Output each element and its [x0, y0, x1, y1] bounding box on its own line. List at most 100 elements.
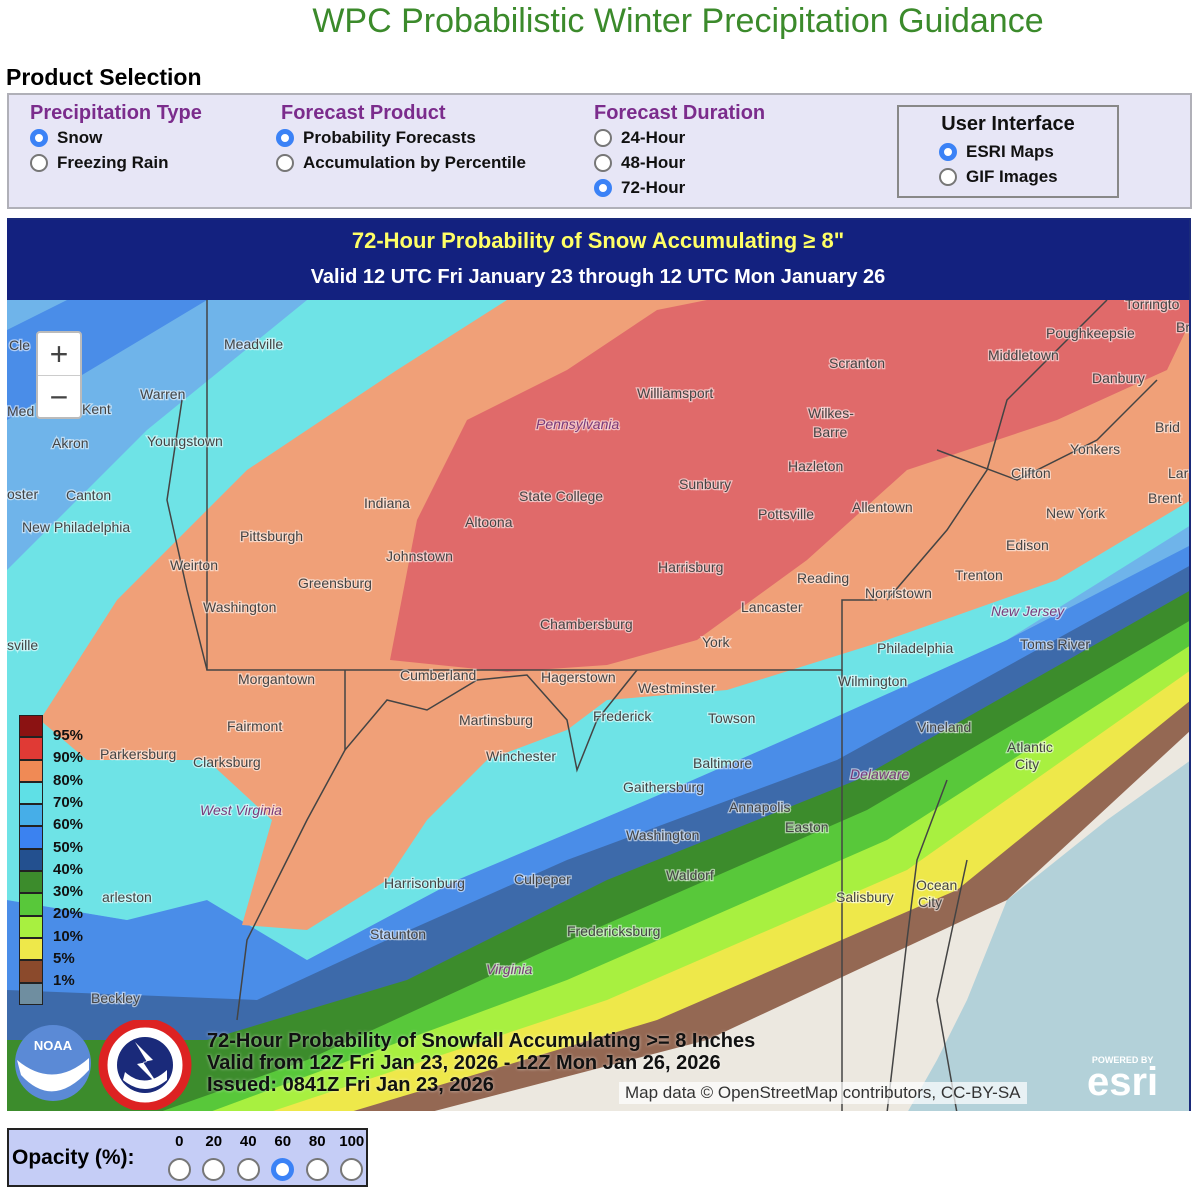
- opacity-label: Opacity (%):: [12, 1146, 135, 1169]
- option-label: Accumulation by Percentile: [303, 152, 526, 172]
- radio-button[interactable]: [202, 1158, 226, 1181]
- city-label: Yonkers: [1070, 441, 1120, 457]
- option-snow[interactable]: Snow: [30, 125, 202, 150]
- option-esri-maps[interactable]: ESRI Maps: [939, 139, 1117, 164]
- opacity-option-label: 60: [274, 1133, 292, 1150]
- city-label: City: [1015, 756, 1039, 772]
- city-label: Philadelphia: [877, 640, 953, 656]
- option-label: Probability Forecasts: [303, 127, 476, 147]
- agency-logos: NOAA: [15, 1020, 192, 1110]
- radio-button[interactable]: [271, 1158, 295, 1181]
- precipitation-type-group: Precipitation Type Snow Freezing Rain: [30, 102, 202, 175]
- radio-button[interactable]: [30, 153, 48, 172]
- legend-swatch: [19, 826, 43, 849]
- radio-button[interactable]: [594, 153, 612, 172]
- legend-label: 90%: [53, 749, 84, 767]
- radio-button[interactable]: [276, 153, 294, 172]
- opacity-option-20[interactable]: 20: [197, 1132, 232, 1181]
- city-label: Barre: [813, 424, 847, 440]
- option-72-hour[interactable]: 72-Hour: [594, 175, 765, 200]
- city-label: Toms River: [1020, 636, 1090, 652]
- city-label: Hagerstown: [541, 669, 616, 685]
- city-label: Br: [1176, 319, 1190, 335]
- option-label: Freezing Rain: [57, 152, 169, 172]
- forecast-product-group: Forecast Product Probability Forecasts A…: [276, 102, 526, 175]
- option-freezing-rain[interactable]: Freezing Rain: [30, 150, 202, 175]
- map-viewer[interactable]: 72-Hour Probability of Snow Accumulating…: [7, 218, 1191, 1111]
- option-24-hour[interactable]: 24-Hour: [594, 125, 765, 150]
- city-label: Washington: [203, 599, 276, 615]
- city-label: Wilkes-: [808, 405, 854, 421]
- radio-button[interactable]: [30, 128, 48, 147]
- city-label: Culpeper: [514, 871, 571, 887]
- option-48-hour[interactable]: 48-Hour: [594, 150, 765, 175]
- city-label: Weirton: [170, 557, 218, 573]
- radio-button[interactable]: [305, 1158, 329, 1181]
- opacity-option-label: 0: [175, 1133, 184, 1150]
- legend-swatch: [19, 715, 43, 738]
- city-label: Harrisburg: [658, 559, 723, 575]
- opacity-option-60[interactable]: 60: [266, 1132, 301, 1181]
- caption-line: Valid from 12Z Fri Jan 23, 2026 - 12Z Mo…: [207, 1052, 721, 1074]
- legend-label: 5%: [53, 950, 75, 967]
- opacity-option-0[interactable]: 0: [162, 1132, 197, 1181]
- legend-label: 60%: [53, 816, 84, 834]
- city-label: New Philadelphia: [22, 519, 130, 535]
- city-label: Clifton: [1011, 465, 1051, 481]
- city-label: Trenton: [955, 567, 1003, 583]
- radio-button[interactable]: [340, 1158, 364, 1181]
- city-label: Easton: [785, 819, 829, 835]
- city-label: Youngstown: [147, 433, 223, 449]
- caption-line: Issued: 0841Z Fri Jan 23, 2026: [207, 1074, 494, 1096]
- legend-label: 1%: [53, 972, 75, 990]
- city-label: Greensburg: [298, 575, 372, 591]
- group-heading: Forecast Duration: [594, 102, 766, 124]
- option-label: 72-Hour: [621, 177, 686, 197]
- city-label: Fairmont: [227, 718, 282, 734]
- option-accumulation-by-percentile[interactable]: Accumulation by Percentile: [276, 150, 526, 175]
- esri-logo[interactable]: POWERED BY esri: [1087, 1055, 1159, 1104]
- option-label: GIF Images: [966, 166, 1058, 186]
- city-label: West Virginia: [200, 802, 282, 818]
- radio-button[interactable]: [594, 128, 612, 147]
- city-label: Salisbury: [836, 889, 894, 905]
- zoom-out-button[interactable]: −: [49, 379, 69, 415]
- radio-button[interactable]: [594, 178, 612, 197]
- option-label: ESRI Maps: [966, 141, 1054, 161]
- city-label: Vineland: [917, 719, 971, 735]
- map-canvas[interactable]: Cle Med oster sville Meadville Warren Kent Akro…: [7, 300, 1191, 1111]
- opacity-option-100[interactable]: 100: [335, 1132, 370, 1181]
- forecast-duration-group: Forecast Duration 24-Hour 48-Hour 72-Hou…: [594, 102, 765, 200]
- opacity-option-40[interactable]: 40: [231, 1132, 266, 1181]
- city-label: Towson: [708, 710, 755, 726]
- city-label: arleston: [102, 889, 152, 905]
- city-label: Indiana: [364, 495, 410, 511]
- option-gif-images[interactable]: GIF Images: [939, 164, 1117, 189]
- radio-button[interactable]: [236, 1158, 260, 1181]
- legend: 95% 90% 80% 70% 60% 50% 40% 30% 20% 10% 5% 1%: [19, 715, 83, 1005]
- city-label: Wilmington: [838, 673, 907, 689]
- svg-text:NOAA: NOAA: [34, 1038, 73, 1053]
- legend-swatch: [19, 848, 43, 872]
- city-label: Sunbury: [679, 476, 731, 492]
- legend-swatch: [19, 804, 43, 827]
- map-header-title: 72-Hour Probability of Snow Accumulating…: [351, 228, 845, 253]
- opacity-option-80[interactable]: 80: [300, 1132, 335, 1181]
- legend-swatch: [19, 871, 43, 894]
- radio-button[interactable]: [276, 128, 294, 147]
- city-label: Waldorf: [666, 867, 714, 883]
- city-label: Brent: [1148, 490, 1182, 506]
- radio-button[interactable]: [167, 1158, 191, 1181]
- radio-button[interactable]: [939, 167, 957, 186]
- esri-logo-text: esri: [1087, 1060, 1159, 1104]
- zoom-in-button[interactable]: +: [38, 333, 80, 376]
- option-probability-forecasts[interactable]: Probability Forecasts: [276, 125, 526, 150]
- city-label: Pottsville: [758, 506, 814, 522]
- legend-swatch: [19, 893, 43, 916]
- city-label: Reading: [797, 570, 849, 586]
- option-label: 24-Hour: [621, 127, 686, 147]
- city-label: Harrisonburg: [384, 875, 465, 891]
- city-label: Chambersburg: [540, 616, 633, 632]
- city-label: Allentown: [852, 499, 913, 515]
- radio-button[interactable]: [939, 142, 957, 161]
